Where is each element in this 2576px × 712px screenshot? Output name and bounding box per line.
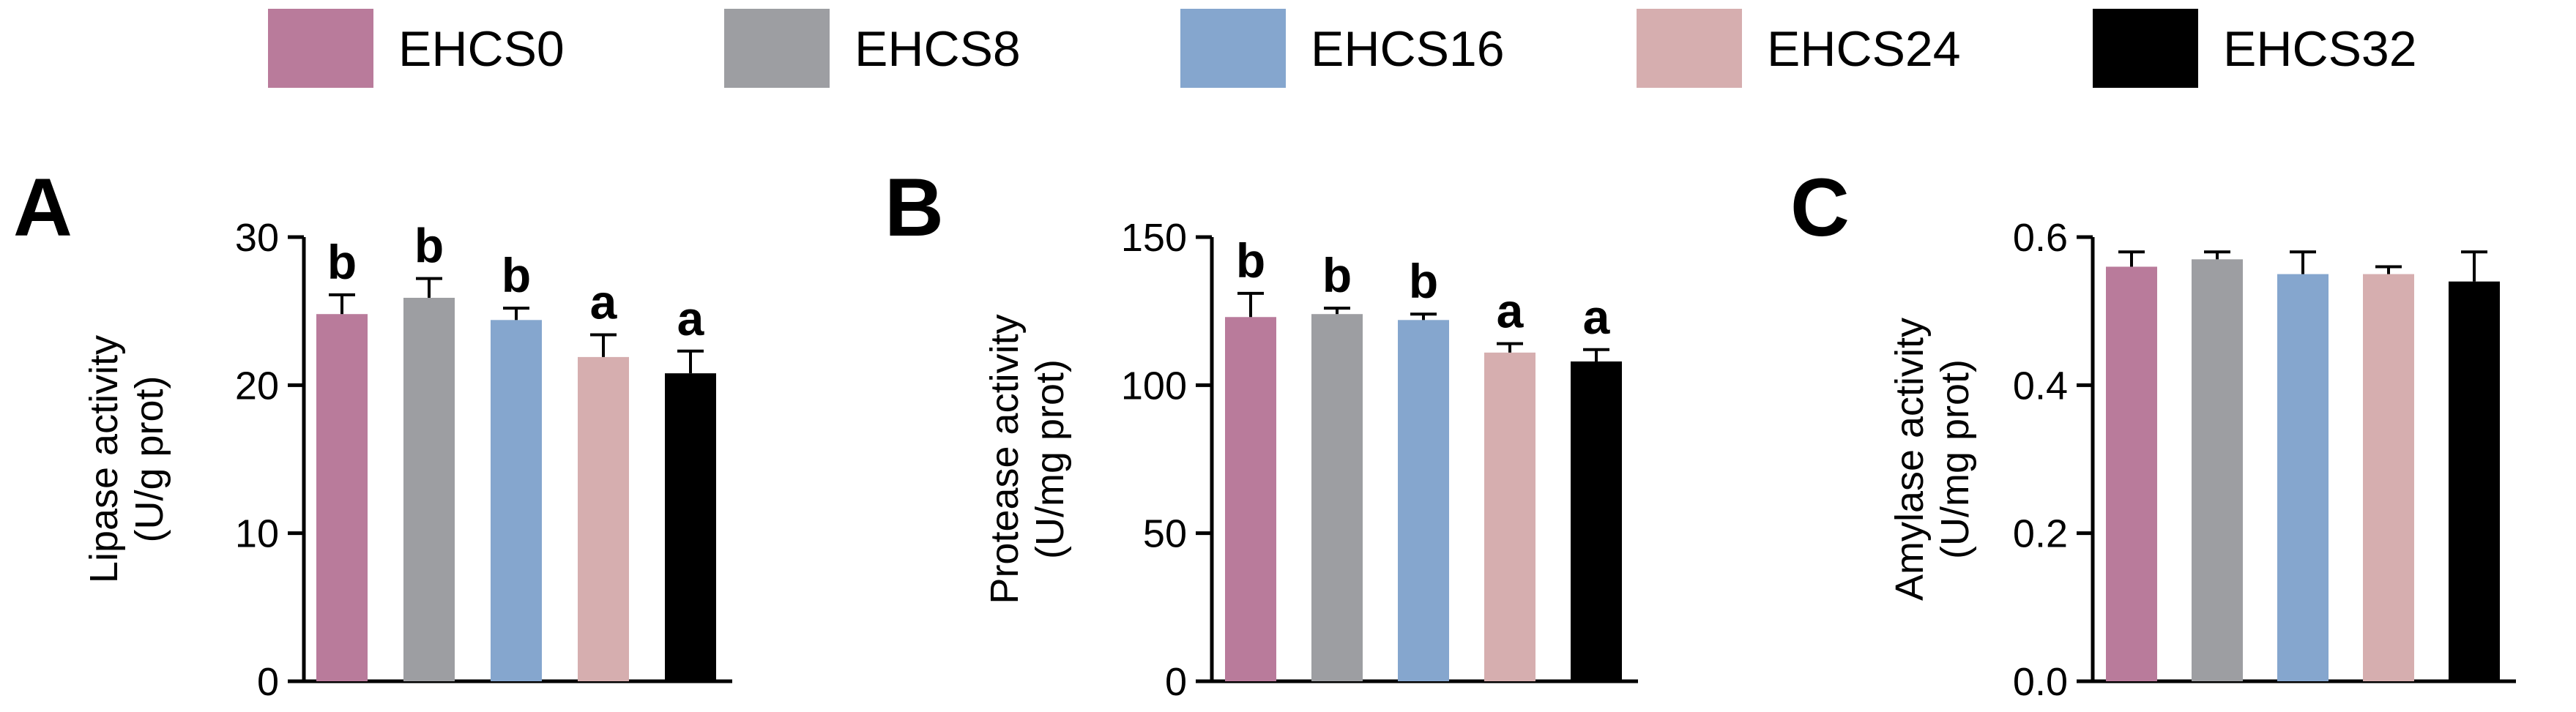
- y-axis-label: Lipase activity: [82, 335, 126, 583]
- y-tick-label: 20: [235, 364, 279, 408]
- y-tick-label: 100: [1121, 364, 1187, 408]
- significance-label: a: [677, 291, 705, 345]
- y-axis-unit-label: (U/mg prot): [1933, 359, 1977, 559]
- y-tick-label: 0.2: [2013, 512, 2068, 556]
- y-tick-label: 10: [235, 512, 279, 556]
- significance-label: b: [414, 219, 444, 273]
- bar-ehcs24: [2363, 274, 2414, 681]
- bar-ehcs0: [1225, 317, 1276, 681]
- bar-ehcs0: [2106, 266, 2157, 681]
- bar-ehcs0: [316, 314, 368, 681]
- panel-c: C Amylase activity (U/mg prot) 0.0 0.2 0.4 0.6: [1790, 162, 2516, 704]
- panel-label: B: [885, 162, 944, 253]
- significance-label: b: [1409, 254, 1438, 308]
- bar-ehcs8: [2192, 259, 2243, 682]
- legend-label: EHCS8: [855, 21, 1021, 77]
- legend-item: EHCS32: [2093, 9, 2417, 88]
- y-tick-label: 0.6: [2013, 216, 2068, 260]
- significance-label: b: [327, 235, 357, 289]
- legend-item: EHCS0: [268, 9, 565, 88]
- significance-label: a: [1497, 284, 1525, 338]
- legend-label: EHCS32: [2223, 21, 2417, 77]
- bar-ehcs32: [1571, 361, 1622, 681]
- significance-label: b: [502, 248, 531, 302]
- bar-ehcs8: [403, 297, 455, 681]
- panel-b: B Protease activity (U/mg prot) 0 50 100 150 b b…: [885, 162, 1638, 704]
- y-tick-label: 0.0: [2013, 660, 2068, 704]
- y-tick-label: 0: [1165, 660, 1187, 704]
- significance-label: b: [1322, 248, 1352, 302]
- y-tick-label: 50: [1143, 512, 1187, 556]
- legend-label: EHCS0: [398, 21, 565, 77]
- legend-label: EHCS24: [1767, 21, 1961, 77]
- legend-item: EHCS24: [1637, 9, 1961, 88]
- bar-ehcs16: [2277, 274, 2329, 681]
- legend-swatch: [268, 9, 373, 88]
- y-axis-label: Amylase activity: [1888, 318, 1932, 601]
- legend-swatch: [1180, 9, 1286, 88]
- legend-item: EHCS8: [724, 9, 1021, 88]
- panel-a: A Lipase activity (U/g prot) 0 10 20 30 b b b a a: [13, 162, 732, 704]
- y-axis-unit-label: (U/g prot): [127, 375, 171, 542]
- bar-ehcs24: [578, 356, 629, 681]
- panels: A Lipase activity (U/g prot) 0 10 20 30 b b b a a BP…: [13, 162, 2516, 704]
- legend: EHCS0 EHCS8 EHCS16 EHCS24 EHCS32: [268, 9, 2417, 88]
- significance-label: a: [590, 275, 618, 329]
- bar-ehcs24: [1484, 352, 1535, 681]
- bar-ehcs16: [491, 320, 542, 681]
- y-tick-label: 30: [235, 216, 279, 260]
- y-axis-label: Protease activity: [983, 314, 1027, 604]
- bar-ehcs32: [665, 373, 716, 681]
- significance-label: b: [1236, 233, 1265, 288]
- legend-item: EHCS16: [1180, 9, 1505, 88]
- y-tick-label: 0: [257, 660, 279, 704]
- y-tick-label: 150: [1121, 216, 1187, 260]
- bar-ehcs8: [1311, 314, 1363, 681]
- bar-ehcs32: [2449, 281, 2500, 681]
- panel-label: A: [13, 162, 72, 253]
- y-axis-unit-label: (U/mg prot): [1028, 359, 1072, 559]
- legend-label: EHCS16: [1311, 21, 1505, 77]
- significance-label: a: [1583, 290, 1611, 344]
- y-tick-label: 0.4: [2013, 364, 2068, 408]
- legend-swatch: [724, 9, 830, 88]
- panel-label: C: [1790, 162, 1850, 253]
- legend-swatch: [1637, 9, 1742, 88]
- legend-swatch: [2093, 9, 2198, 88]
- bar-ehcs16: [1398, 320, 1449, 681]
